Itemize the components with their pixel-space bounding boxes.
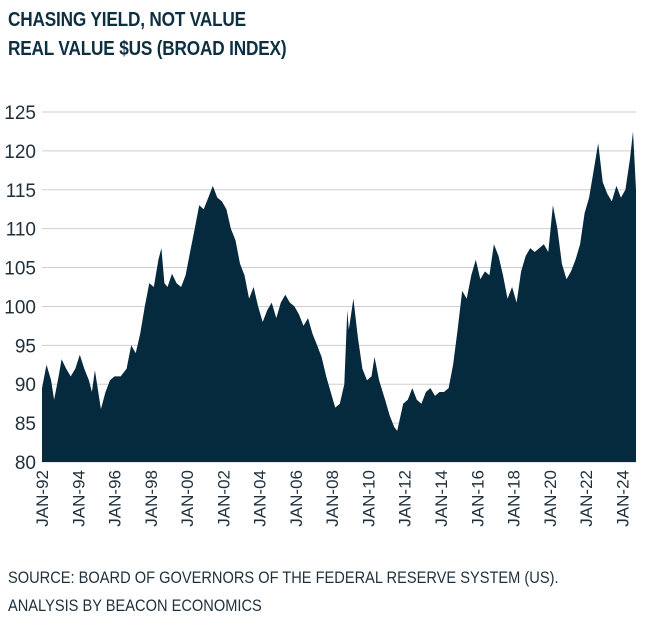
- chart-subtitle: REAL VALUE $US (BROAD INDEX): [8, 38, 287, 60]
- x-tick-label: JAN-00: [178, 470, 197, 527]
- y-tick-label: 100: [4, 297, 36, 318]
- y-tick-label: 105: [4, 259, 36, 280]
- y-tick-label: 125: [4, 103, 36, 124]
- x-tick-label: JAN-22: [577, 470, 596, 527]
- y-tick-label: 110: [6, 220, 36, 241]
- chart-title-block: CHASING YIELD, NOT VALUE REAL VALUE $US …: [8, 6, 287, 64]
- source-note: SOURCE: BOARD OF GOVERNORS OF THE FEDERA…: [8, 568, 559, 587]
- x-tick-label: JAN-10: [359, 470, 378, 527]
- y-tick-label: 95: [15, 336, 36, 357]
- x-tick-label: JAN-24: [613, 470, 632, 527]
- y-tick-label: 80: [15, 453, 36, 474]
- y-tick-label: 120: [4, 142, 36, 163]
- x-tick-label: JAN-94: [69, 470, 88, 527]
- x-axis: JAN-92 JAN-94 JAN-96 JAN-98 JAN-00 JAN-02 JAN-…: [33, 470, 632, 527]
- y-axis: 80 85 90 95 100 105 110 115 120 125: [4, 103, 36, 474]
- x-tick-label: JAN-12: [396, 470, 415, 527]
- x-tick-label: JAN-16: [468, 470, 487, 527]
- x-tick-label: JAN-96: [106, 470, 125, 527]
- y-tick-label: 115: [6, 181, 36, 202]
- x-tick-label: JAN-06: [287, 470, 306, 527]
- x-tick-label: JAN-02: [214, 470, 233, 527]
- x-tick-label: JAN-14: [432, 470, 451, 527]
- x-tick-label: JAN-98: [142, 470, 161, 527]
- x-tick-label: JAN-18: [505, 470, 524, 527]
- area-series-fill: [42, 131, 636, 462]
- x-tick-label: JAN-20: [541, 470, 560, 527]
- x-tick-label: JAN-08: [323, 470, 342, 527]
- x-tick-label: JAN-04: [251, 470, 270, 527]
- y-tick-label: 85: [15, 414, 36, 435]
- y-tick-label: 90: [15, 375, 36, 396]
- x-tick-label: JAN-92: [33, 470, 52, 527]
- chart-title: CHASING YIELD, NOT VALUE: [8, 9, 246, 31]
- analysis-note: ANALYSIS BY BEACON ECONOMICS: [8, 596, 262, 615]
- chart-footer: SOURCE: BOARD OF GOVERNORS OF THE FEDERA…: [8, 564, 559, 620]
- area-series: [42, 131, 636, 462]
